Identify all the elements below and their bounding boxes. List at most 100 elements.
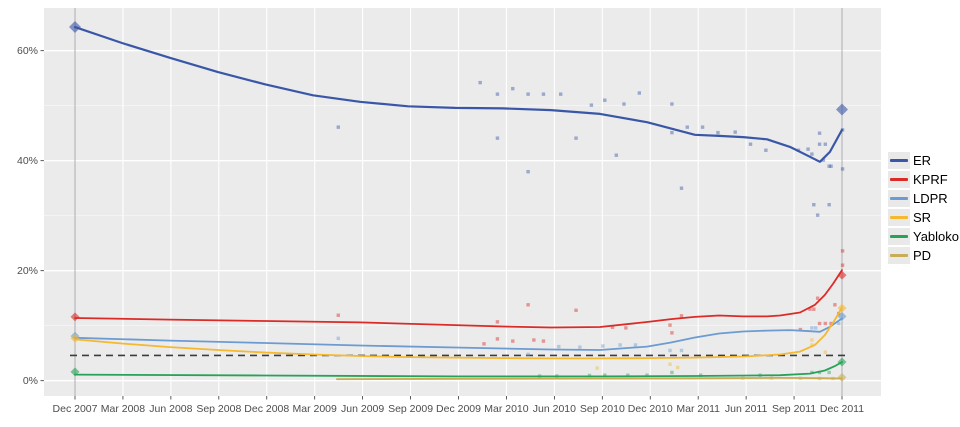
poll-point-ldpr — [668, 348, 672, 353]
poll-point-kprf — [840, 263, 845, 267]
poll-point-ldpr — [633, 343, 638, 347]
x-axis-tick-label: Dec 2008 — [244, 403, 290, 415]
poll-point-kprf — [670, 331, 674, 335]
poll-point-kprf — [495, 320, 500, 324]
election-result-marker-kprf — [837, 270, 847, 280]
legend-color-line — [890, 178, 908, 181]
poll-point-kprf — [526, 303, 530, 307]
election-result-marker-er — [836, 103, 848, 116]
poll-point-er — [637, 91, 642, 95]
poll-point-er — [574, 136, 578, 140]
poll-point-sr — [668, 362, 672, 366]
legend-color-line — [890, 216, 908, 219]
poll-point-er — [603, 98, 607, 102]
x-axis-tick-label: Sep 2011 — [771, 403, 817, 415]
election-result-marker-sr — [70, 333, 80, 343]
x-axis-tick-label: Dec 2009 — [436, 403, 481, 415]
trend-line-kprf — [74, 269, 843, 329]
poll-point-er — [685, 125, 689, 129]
poll-point-er — [614, 153, 619, 157]
trend-line-ldpr — [74, 317, 843, 351]
poll-point-er — [716, 130, 720, 135]
poll-point-er — [840, 167, 845, 171]
poll-point-er — [495, 136, 500, 140]
poll-point-er — [559, 92, 563, 96]
poll-point-ldpr — [837, 321, 841, 326]
legend-key-swatch — [888, 209, 910, 226]
poll-point-kprf — [833, 303, 837, 307]
legend-label: Yabloko — [913, 229, 960, 244]
poll-point-er — [622, 102, 626, 106]
legend-color-line — [890, 254, 908, 257]
election-result-marker-pd — [837, 372, 847, 382]
poll-point-kprf — [808, 307, 812, 311]
poll-point-er — [810, 152, 814, 156]
legend-key-swatch — [888, 171, 910, 188]
x-axis-tick-label: Mar 2010 — [484, 403, 529, 415]
legend-key-swatch — [888, 152, 910, 169]
election-result-marker-sr — [837, 303, 847, 313]
legend-key-swatch — [888, 190, 910, 207]
poll-point-kprf — [817, 321, 822, 326]
x-axis-tick-label: Dec 2007 — [52, 403, 98, 415]
series-pd — [335, 372, 847, 382]
election-result-marker-ldpr — [837, 311, 847, 321]
election-result-marker-yabloko — [70, 367, 80, 377]
legend-key-swatch — [888, 228, 910, 245]
x-axis-tick-label: Jun 2011 — [724, 403, 768, 415]
poll-point-sr — [823, 350, 828, 354]
trend-line-sr — [74, 306, 843, 360]
y-axis-tick-label: 20% — [16, 264, 38, 277]
election-result-marker-kprf — [70, 312, 80, 322]
trend-line-pd — [335, 376, 843, 381]
x-axis-tick-label: Sep 2009 — [388, 403, 434, 415]
poll-point-er — [541, 92, 546, 96]
poll-point-kprf — [815, 296, 820, 300]
poll-point-kprf — [511, 339, 515, 343]
series-kprf — [70, 249, 847, 346]
poll-point-sr — [595, 366, 599, 370]
poll-point-er — [827, 203, 831, 207]
legend-color-line — [890, 159, 908, 162]
x-axis-tick-label: Sep 2010 — [579, 403, 625, 415]
poll-point-kprf — [829, 321, 833, 326]
x-axis-tick-label: Dec 2010 — [627, 403, 673, 415]
poll-point-er — [817, 131, 822, 135]
poll-point-kprf — [610, 325, 615, 330]
election-result-marker-er — [69, 21, 81, 34]
poll-point-kprf — [532, 338, 536, 342]
poll-point-yabloko — [827, 370, 831, 375]
poll-point-er — [700, 125, 705, 129]
legend-label: SR — [913, 210, 932, 225]
poll-point-er — [829, 164, 833, 168]
poll-point-er — [670, 102, 674, 106]
poll-point-ldpr — [814, 326, 818, 330]
poll-point-kprf — [336, 313, 340, 317]
poll-point-er — [589, 103, 594, 107]
y-axis-tick-label: 40% — [16, 154, 38, 167]
x-axis-tick-label: Mar 2011 — [676, 403, 720, 415]
poll-point-kprf — [495, 337, 500, 341]
poll-point-er — [679, 186, 684, 190]
poll-point-kprf — [482, 342, 486, 346]
poll-point-kprf — [541, 339, 546, 343]
y-axis-tick-label: 0% — [22, 374, 38, 387]
x-axis-tick-label: Jun 2009 — [341, 403, 385, 415]
poll-point-ldpr — [526, 352, 530, 356]
poll-point-kprf — [823, 321, 828, 326]
y-axis-tick-label: 60% — [16, 44, 38, 57]
poll-point-er — [764, 148, 768, 152]
poll-point-er — [806, 147, 810, 151]
poll-point-er — [336, 125, 340, 129]
poll-point-er — [526, 92, 530, 96]
legend-item-sr: SR — [888, 208, 959, 227]
poll-point-ldpr — [679, 348, 684, 353]
legend-label: KPRF — [913, 172, 948, 187]
poll-point-er — [823, 142, 828, 146]
legend-item-er: ER — [888, 151, 959, 170]
trend-line-er — [73, 26, 844, 163]
chart-legend: ER KPRF LDPR SR Yabloko PD — [888, 151, 959, 265]
poll-point-ldpr — [618, 343, 622, 347]
poll-point-er — [495, 92, 500, 96]
